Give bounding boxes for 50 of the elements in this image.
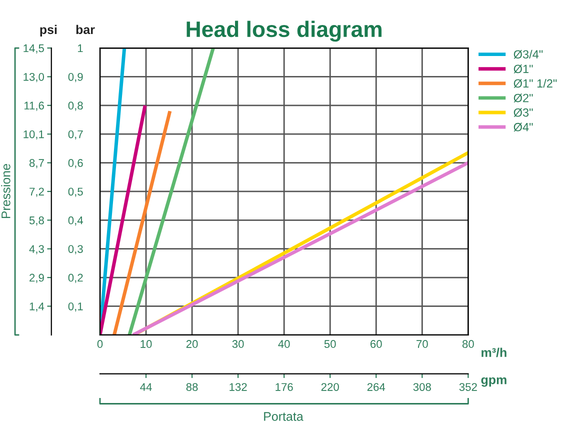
legend-label: Ø4" (514, 122, 533, 132)
y-tick-label: 0,6 (68, 159, 83, 168)
y2-tick-label: 7,2 (30, 188, 44, 197)
y-axis-title: bar (76, 24, 95, 34)
y-tick-label: 0,9 (68, 72, 83, 82)
legend-label: Ø1" 1/2" (514, 78, 557, 88)
text: Portata (264, 412, 304, 421)
x2-tick-label: 220 (321, 383, 339, 391)
x-tick-label: 10 (140, 340, 152, 348)
chart-title: Head loss diagram (186, 20, 382, 42)
y2-tick-label: 1,4 (30, 302, 44, 312)
x-axis-title: m³/h (482, 348, 506, 358)
y2-tick-label: 13,0 (24, 72, 44, 82)
x2-tick-label: 176 (276, 383, 293, 391)
x2-tick-label: 264 (367, 383, 386, 391)
y-tick-label: 0,4 (68, 216, 84, 226)
x-tick-label: 40 (278, 340, 290, 348)
y2-tick-label: 10,1 (24, 130, 44, 140)
x-tick-label: 20 (186, 340, 198, 348)
x-tick-label: 50 (324, 340, 336, 348)
x2-tick-label: 88 (186, 383, 198, 391)
y-tick-label: 0,7 (68, 130, 83, 140)
x-tick-label: 30 (232, 340, 244, 348)
y2-tick-label: 2,9 (30, 274, 44, 283)
legend-label: Ø3/4" (514, 50, 543, 59)
x2-axis-title: gpm (481, 377, 506, 387)
legend-label: Ø1" (514, 64, 533, 74)
y-tick-label: 1 (78, 44, 83, 52)
x2-tick-label: 44 (140, 383, 152, 391)
y2-tick-label: 8,7 (29, 159, 44, 168)
text: Pressione (1, 164, 10, 218)
legend-label: Ø2" (514, 94, 533, 102)
y2-axis-title: psi (40, 24, 57, 37)
y-tick-label: 0,5 (68, 188, 83, 197)
y2-tick-label: 4,3 (29, 245, 44, 254)
x-tick-label: 0 (97, 340, 103, 348)
x-tick-label: 70 (416, 340, 428, 348)
x2-tick-label: 132 (230, 383, 247, 391)
x-tick-label: 80 (462, 340, 474, 348)
y2-tick-label: 14,5 (24, 44, 44, 54)
x2-tick-label: 352 (459, 383, 477, 391)
y-tick-label: 0,3 (68, 245, 83, 254)
y-tick-label: 0,2 (68, 274, 83, 283)
x-tick-label: 60 (370, 340, 382, 348)
y2-tick-label: 11,6 (24, 102, 44, 111)
x2-tick-label: 308 (413, 383, 431, 391)
y-tick-label: 0,8 (68, 102, 83, 111)
y-tick-label: 0,1 (68, 302, 83, 312)
y2-tick-label: 5,8 (29, 216, 44, 226)
legend-label: Ø3" (514, 108, 533, 117)
